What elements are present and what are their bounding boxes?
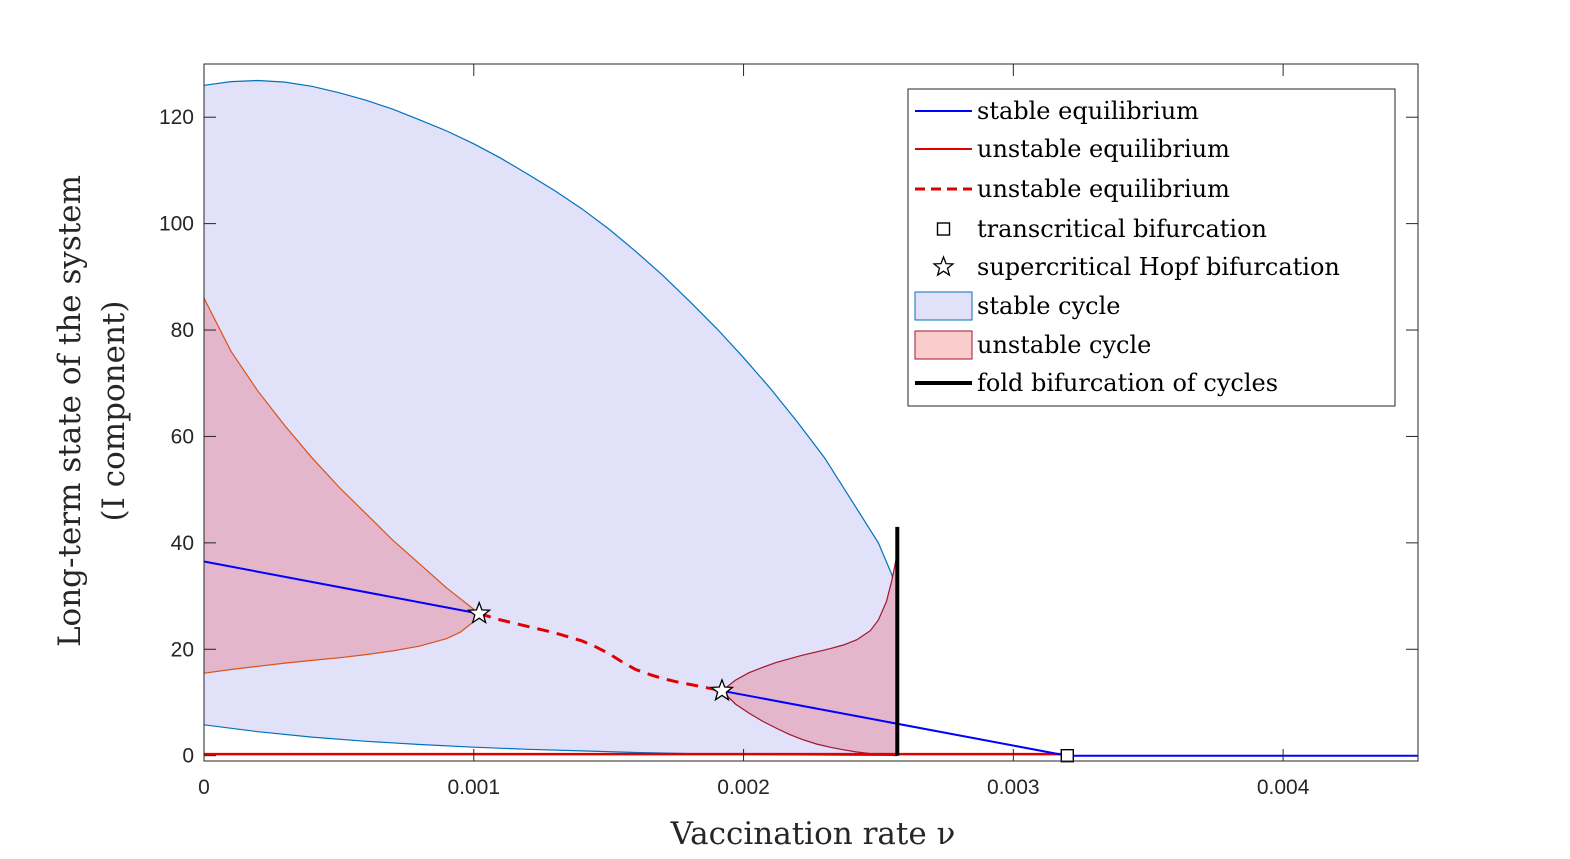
stable-equilibrium-left-line: [203, 560, 480, 615]
y-tick-label: 20: [171, 638, 194, 661]
axes: 0 0.001 0.002 0.003 0.004 0 20 40 60 80 100 120: [159, 63, 1419, 799]
hopf-bifurcation-star-1: [709, 677, 735, 702]
legend-label: stable equilibrium: [977, 97, 1199, 125]
legend-label: fold bifurcation of cycles: [977, 369, 1278, 397]
unstable-cycle-1-upper-branch: [203, 297, 480, 615]
legend-swatch-patch: [914, 291, 973, 321]
legend-label: unstable cycle: [977, 331, 1151, 359]
x-axis-title: Vaccination rate ν: [670, 816, 956, 852]
legend-swatch-square: [936, 222, 951, 236]
x-tick-label: 0.004: [1257, 776, 1310, 799]
plot-area: [203, 79, 1418, 763]
unstable-cycle-2-upper-branch: [721, 553, 898, 692]
legend-swatch-star: [932, 255, 955, 277]
y-tick-label: 100: [159, 213, 194, 236]
hopf-bifurcation-star-0: [466, 600, 492, 625]
y-tick-label: 0: [182, 745, 194, 768]
x-tick-label: 0.002: [717, 776, 770, 799]
legend-label: stable cycle: [977, 292, 1120, 320]
x-tick-label: 0.003: [987, 776, 1040, 799]
axes-box: [203, 63, 1419, 762]
y-tick-label: 120: [159, 106, 194, 129]
legend-label: unstable equilibrium: [977, 175, 1230, 203]
legend-label: transcritical bifurcation: [977, 215, 1267, 243]
unstable-cycle-1-lower-branch: [203, 613, 480, 674]
unstable-equilibrium-dashed-line: [478, 612, 723, 693]
y-axis-title-line-1: Long-term state of the system: [52, 175, 88, 647]
legend-box: [907, 88, 1396, 407]
legend-label: supercritical Hopf bifurcation: [977, 253, 1340, 281]
unstable-cycle-region-1: [204, 298, 480, 674]
y-tick-label: 60: [171, 425, 194, 448]
legend-label: unstable equilibrium: [977, 135, 1230, 163]
unstable-cycle-region-2: [722, 553, 898, 756]
y-axis-title-line-2: (I component): [96, 301, 132, 522]
stable-cycle-upper-branch: [203, 79, 898, 597]
legend-swatch-patch: [914, 330, 973, 360]
y-tick-label: 80: [171, 319, 194, 342]
x-tick-label: 0: [198, 776, 210, 799]
x-tick-label: 0.001: [447, 776, 500, 799]
y-tick-label: 40: [171, 532, 194, 555]
transcritical-bifurcation-square: [1060, 748, 1074, 763]
legend: stable equilibrium unstable equilibrium un…: [907, 88, 1396, 407]
